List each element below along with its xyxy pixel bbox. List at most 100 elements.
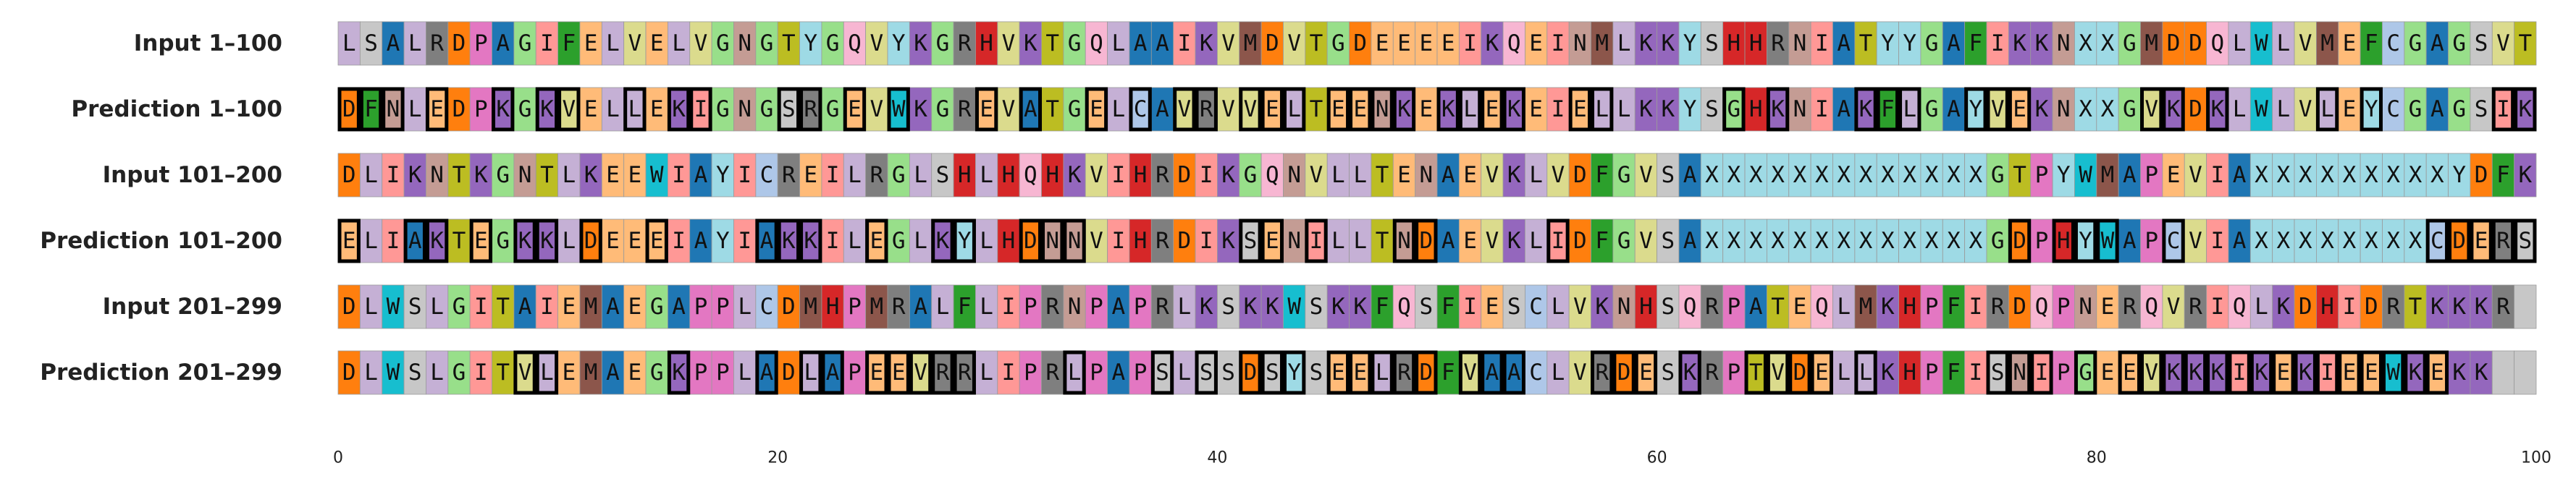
residue-cell: G bbox=[821, 21, 844, 66]
residue-cell: Y bbox=[1964, 87, 1987, 132]
residue-cell: Y bbox=[1283, 350, 1306, 395]
mismatch-outline bbox=[2315, 350, 2339, 395]
residue-letter: P bbox=[474, 96, 488, 122]
residue-fill bbox=[2272, 218, 2295, 263]
residue-fill bbox=[1525, 350, 1548, 395]
residue-fill bbox=[1415, 153, 1438, 198]
mismatch-outline bbox=[2315, 87, 2339, 132]
residue-cell: C bbox=[755, 284, 778, 329]
residue-cell: N bbox=[2052, 21, 2075, 66]
residue-fill bbox=[1371, 21, 1394, 66]
mismatch-outline bbox=[359, 87, 383, 132]
residue-cell: L bbox=[337, 21, 361, 66]
mismatch-outline bbox=[337, 87, 361, 132]
residue-fill bbox=[2206, 350, 2229, 395]
residue-fill bbox=[2118, 21, 2141, 66]
mismatch-outline bbox=[2338, 350, 2361, 395]
residue-cell: X bbox=[1920, 218, 1943, 263]
residue-fill bbox=[1657, 87, 1680, 132]
residue-fill bbox=[909, 284, 933, 329]
residue-fill bbox=[2096, 153, 2119, 198]
residue-fill bbox=[2052, 284, 2075, 329]
mismatch-outline bbox=[865, 350, 888, 395]
residue-fill bbox=[2272, 21, 2295, 66]
residue-letter: L bbox=[848, 228, 862, 254]
residue-cell: X bbox=[2294, 153, 2317, 198]
residue-cell: R bbox=[1150, 153, 1174, 198]
residue-cell: R bbox=[1195, 87, 1218, 132]
residue-letter: A bbox=[1947, 96, 1961, 122]
residue-cell: N bbox=[1788, 87, 1811, 132]
residue-letter: Y bbox=[1683, 30, 1697, 56]
residue-letter: E bbox=[2123, 360, 2137, 386]
residue-fill bbox=[1415, 21, 1438, 66]
residue-letter: E bbox=[2475, 228, 2488, 254]
residue-letter: P bbox=[1727, 360, 1741, 386]
residue-cell: D bbox=[777, 284, 800, 329]
residue-letter: X bbox=[1837, 228, 1851, 254]
residue-cell: L bbox=[843, 218, 867, 263]
residue-letter: L bbox=[364, 228, 378, 254]
residue-fill bbox=[2514, 284, 2537, 329]
residue-letter: L bbox=[2233, 30, 2247, 56]
residue-cell: R bbox=[953, 87, 976, 132]
residue-letter: N bbox=[1419, 162, 1433, 188]
residue-fill bbox=[2425, 21, 2449, 66]
residue-cell: Q bbox=[1085, 21, 1108, 66]
residue-fill bbox=[2315, 284, 2339, 329]
residue-fill bbox=[1986, 21, 2009, 66]
mismatch-outline bbox=[843, 87, 867, 132]
residue-letter: K bbox=[782, 228, 796, 254]
residue-letter: G bbox=[2079, 360, 2092, 386]
residue-letter: D bbox=[342, 96, 356, 122]
residue-cell: V bbox=[557, 87, 581, 132]
residue-letter: E bbox=[628, 360, 642, 386]
residue-cell: T bbox=[447, 153, 471, 198]
residue-letter: A bbox=[1024, 96, 1037, 122]
residue-letter: G bbox=[826, 30, 840, 56]
residue-cell: K bbox=[668, 350, 691, 395]
residue-cell: E bbox=[1525, 87, 1548, 132]
row-label: Input 201–299 bbox=[103, 294, 282, 320]
residue-cell: Y bbox=[953, 218, 976, 263]
residue-fill bbox=[2294, 87, 2317, 132]
residue-fill bbox=[579, 21, 602, 66]
mismatch-outline bbox=[425, 87, 449, 132]
residue-letter: I bbox=[2035, 360, 2049, 386]
mismatch-outline bbox=[1195, 350, 1218, 395]
residue-fill bbox=[1041, 350, 1064, 395]
residue-cell: A bbox=[1150, 87, 1174, 132]
residue-cell: A bbox=[1481, 350, 1504, 395]
mismatch-outline bbox=[1019, 218, 1043, 263]
residue-cell: K bbox=[2249, 350, 2273, 395]
residue-cell: X bbox=[2338, 218, 2361, 263]
residue-letter: E bbox=[1486, 96, 1499, 122]
residue-cell: E bbox=[557, 284, 581, 329]
residue-letter: I bbox=[387, 228, 400, 254]
residue-letter: E bbox=[1441, 30, 1455, 56]
residue-letter: G bbox=[2123, 96, 2137, 122]
residue-fill bbox=[1788, 153, 1811, 198]
residue-letter: K bbox=[540, 228, 554, 254]
residue-cell: V bbox=[2294, 87, 2317, 132]
residue-cell: K bbox=[535, 218, 558, 263]
residue-cell: G bbox=[492, 218, 515, 263]
residue-fill bbox=[492, 284, 515, 329]
residue-letter: L bbox=[1552, 360, 1565, 386]
residue-letter: T bbox=[453, 228, 466, 254]
residue-letter: I bbox=[1969, 294, 1982, 320]
residue-letter: P bbox=[2035, 228, 2049, 254]
residue-letter: A bbox=[2123, 162, 2137, 188]
residue-letter: L bbox=[628, 96, 642, 122]
residue-letter: S bbox=[2475, 30, 2488, 56]
residue-fill bbox=[1546, 284, 1570, 329]
residue-letter: T bbox=[453, 162, 466, 188]
residue-letter: K bbox=[914, 96, 927, 122]
residue-letter: K bbox=[474, 162, 488, 188]
residue-letter: S bbox=[1310, 294, 1323, 320]
residue-letter: V bbox=[518, 360, 532, 386]
residue-fill bbox=[2249, 21, 2273, 66]
residue-letter: A bbox=[606, 294, 620, 320]
residue-letter: D bbox=[2299, 294, 2312, 320]
residue-fill bbox=[777, 284, 800, 329]
